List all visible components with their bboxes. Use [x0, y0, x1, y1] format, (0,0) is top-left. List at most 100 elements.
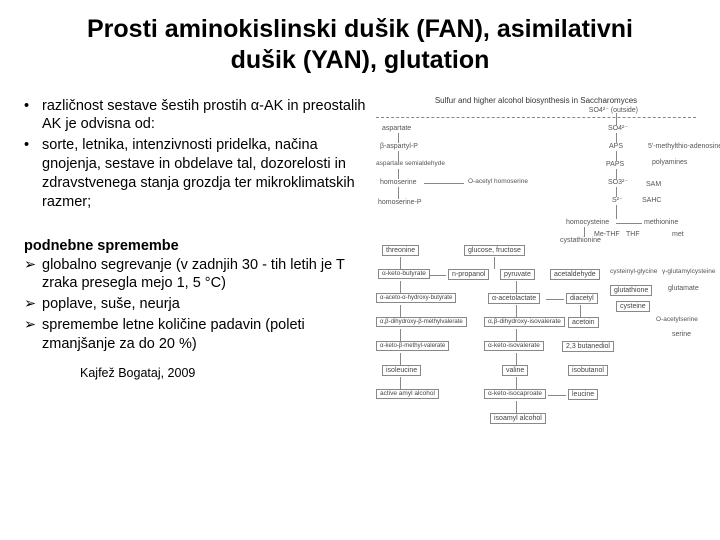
- node: acetaldehyde: [550, 269, 600, 280]
- arrow-line: [546, 299, 564, 300]
- node: α-aceto-α-hydroxy-butyrate: [376, 293, 456, 303]
- citation: Kajfež Bogataj, 2009: [20, 366, 368, 380]
- node: cysteine: [616, 301, 650, 312]
- node: α-keto-isovalerate: [484, 341, 544, 352]
- node: α-keto-isocaproate: [484, 389, 546, 400]
- arrow-line: [584, 227, 585, 237]
- arrow-line: [398, 169, 399, 179]
- arrow-line: [616, 205, 617, 219]
- arrow-line: [430, 275, 446, 276]
- node: threonine: [382, 245, 419, 256]
- label: O-acetylserine: [656, 317, 698, 324]
- arrow-line: [616, 223, 642, 224]
- text-column: • različnost sestave šestih prostih α-AK…: [20, 97, 368, 427]
- arrow-line: [424, 183, 464, 184]
- node: α-keto-β-methyl-valerate: [376, 341, 449, 351]
- bullet-marker: •: [20, 136, 42, 155]
- arrow-line: [516, 281, 517, 293]
- bullet-item: • sorte, letnika, intenzivnosti pridelka…: [20, 136, 368, 211]
- node: glucose, fructose: [464, 245, 525, 256]
- label: glutamate: [668, 285, 699, 292]
- arrow-line: [616, 133, 617, 143]
- arrow-line: [398, 187, 399, 199]
- bullet-item: • različnost sestave šestih prostih α-AK…: [20, 97, 368, 135]
- section-heading: podnebne spremembe: [20, 238, 368, 254]
- membrane-line: [376, 117, 696, 118]
- label: 5'-methylthio-adenosine: [648, 143, 720, 150]
- arrow-text: globalno segrevanje (v zadnjih 30 - tih …: [42, 256, 368, 294]
- node: isoamyl alcohol: [490, 413, 546, 424]
- node: n-propanol: [448, 269, 489, 280]
- arrow-text: spremembe letne količine padavin (poleti…: [42, 316, 368, 354]
- label: PAPS: [606, 161, 624, 168]
- arrow-line: [398, 133, 399, 143]
- label: aspartate: [382, 125, 411, 132]
- label: homoserine: [380, 179, 417, 186]
- label: O-acetyl homoserine: [468, 179, 528, 186]
- node: isobutanol: [568, 365, 608, 376]
- arrow-line: [548, 395, 566, 396]
- arrow-line: [400, 257, 401, 269]
- arrow-line: [516, 305, 517, 317]
- bullet-marker: •: [20, 97, 42, 116]
- node: valine: [502, 365, 528, 376]
- bullet-text: različnost sestave šestih prostih α-AK i…: [42, 97, 368, 135]
- label: cysteinyl-glycine: [610, 269, 657, 276]
- label: cystathionine: [560, 237, 601, 244]
- arrow-line: [516, 401, 517, 413]
- label: methionine: [644, 219, 678, 226]
- arrow-line: [400, 353, 401, 365]
- arrow-line: [398, 151, 399, 161]
- node: α-keto-butyrate: [378, 269, 430, 280]
- label: THF: [626, 231, 640, 238]
- node: α-acetolactate: [488, 293, 540, 304]
- arrow-text: poplave, suše, neurja: [42, 295, 368, 314]
- label: aspartate semialdehyde: [376, 161, 445, 168]
- arrow-item: ➢ spremembe letne količine padavin (pole…: [20, 316, 368, 354]
- arrow-marker: ➢: [20, 256, 42, 275]
- diagram-column: Sulfur and higher alcohol biosynthesis i…: [376, 97, 700, 427]
- node: leucine: [568, 389, 598, 400]
- arrow-item: ➢ poplave, suše, neurja: [20, 295, 368, 314]
- bullet-text: sorte, letnika, intenzivnosti pridelka, …: [42, 136, 368, 211]
- label: SO3²⁻: [608, 179, 628, 186]
- arrow-line: [616, 169, 617, 179]
- arrow-line: [400, 329, 401, 341]
- arrow-line: [516, 329, 517, 341]
- node: isoleucine: [382, 365, 421, 376]
- arrow-line: [400, 281, 401, 293]
- slide: Prosti aminokislinski dušik (FAN), asimi…: [0, 0, 720, 540]
- arrow-line: [516, 377, 517, 389]
- arrow-item: ➢ globalno segrevanje (v zadnjih 30 - ti…: [20, 256, 368, 294]
- diagram-title: Sulfur and higher alcohol biosynthesis i…: [376, 97, 696, 105]
- arrow-line: [580, 305, 581, 317]
- node: glutathione: [610, 285, 652, 296]
- arrow-line: [616, 151, 617, 161]
- label: β-aspartyl-P: [380, 143, 418, 150]
- node: acetoin: [568, 317, 599, 328]
- label: γ-glutamylcysteine: [662, 269, 715, 276]
- node: α,β-dihydroxy-β-methylvalerate: [376, 317, 467, 327]
- node: diacetyl: [566, 293, 598, 304]
- biosynthesis-diagram: Sulfur and higher alcohol biosynthesis i…: [376, 97, 696, 427]
- arrow-line: [616, 187, 617, 197]
- label: homocysteine: [566, 219, 609, 226]
- label: polyamines: [652, 159, 687, 166]
- arrow-marker: ➢: [20, 295, 42, 314]
- arrow-line: [494, 257, 495, 269]
- arrow-line: [400, 377, 401, 389]
- arrow-list: ➢ globalno segrevanje (v zadnjih 30 - ti…: [20, 256, 368, 354]
- label: SO4²⁻ (outside): [589, 107, 638, 114]
- label: serine: [672, 331, 691, 338]
- label: APS: [609, 143, 623, 150]
- node: α,β-dihydroxy-isovalerate: [484, 317, 565, 328]
- slide-title: Prosti aminokislinski dušik (FAN), asimi…: [80, 14, 640, 77]
- label: SO4²⁻: [608, 125, 628, 132]
- label: homoserine-P: [378, 199, 422, 206]
- node: 2,3 butanediol: [562, 341, 614, 352]
- node: pyruvate: [500, 269, 535, 280]
- label: met: [672, 231, 684, 238]
- label: SAM: [646, 181, 661, 188]
- bullet-list: • različnost sestave šestih prostih α-AK…: [20, 97, 368, 212]
- arrow-line: [616, 113, 617, 125]
